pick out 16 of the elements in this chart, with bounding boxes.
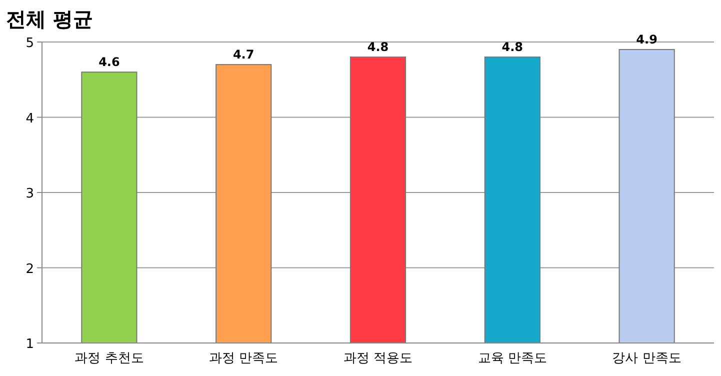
- chart-title: 전체 평균: [6, 7, 93, 31]
- data-label: 4.8: [502, 40, 524, 54]
- y-tick-label: 1: [26, 337, 34, 352]
- x-tick-label: 강사 만족도: [612, 351, 682, 366]
- data-label: 4.6: [98, 55, 120, 70]
- y-tick-label: 4: [26, 111, 34, 126]
- x-tick-label: 과정 추천도: [74, 351, 144, 366]
- y-tick-label: 3: [26, 186, 34, 202]
- data-label: 4.8: [367, 40, 389, 54]
- x-tick-label: 과정 만족도: [209, 351, 278, 366]
- x-tick-label: 과정 적용도: [343, 351, 413, 366]
- x-tick-label: 교육 만족도: [478, 351, 547, 366]
- data-label: 4.9: [636, 32, 658, 47]
- y-tick-label: 5: [26, 36, 34, 51]
- y-tick-label: 2: [26, 262, 34, 277]
- data-label: 4.7: [232, 48, 254, 62]
